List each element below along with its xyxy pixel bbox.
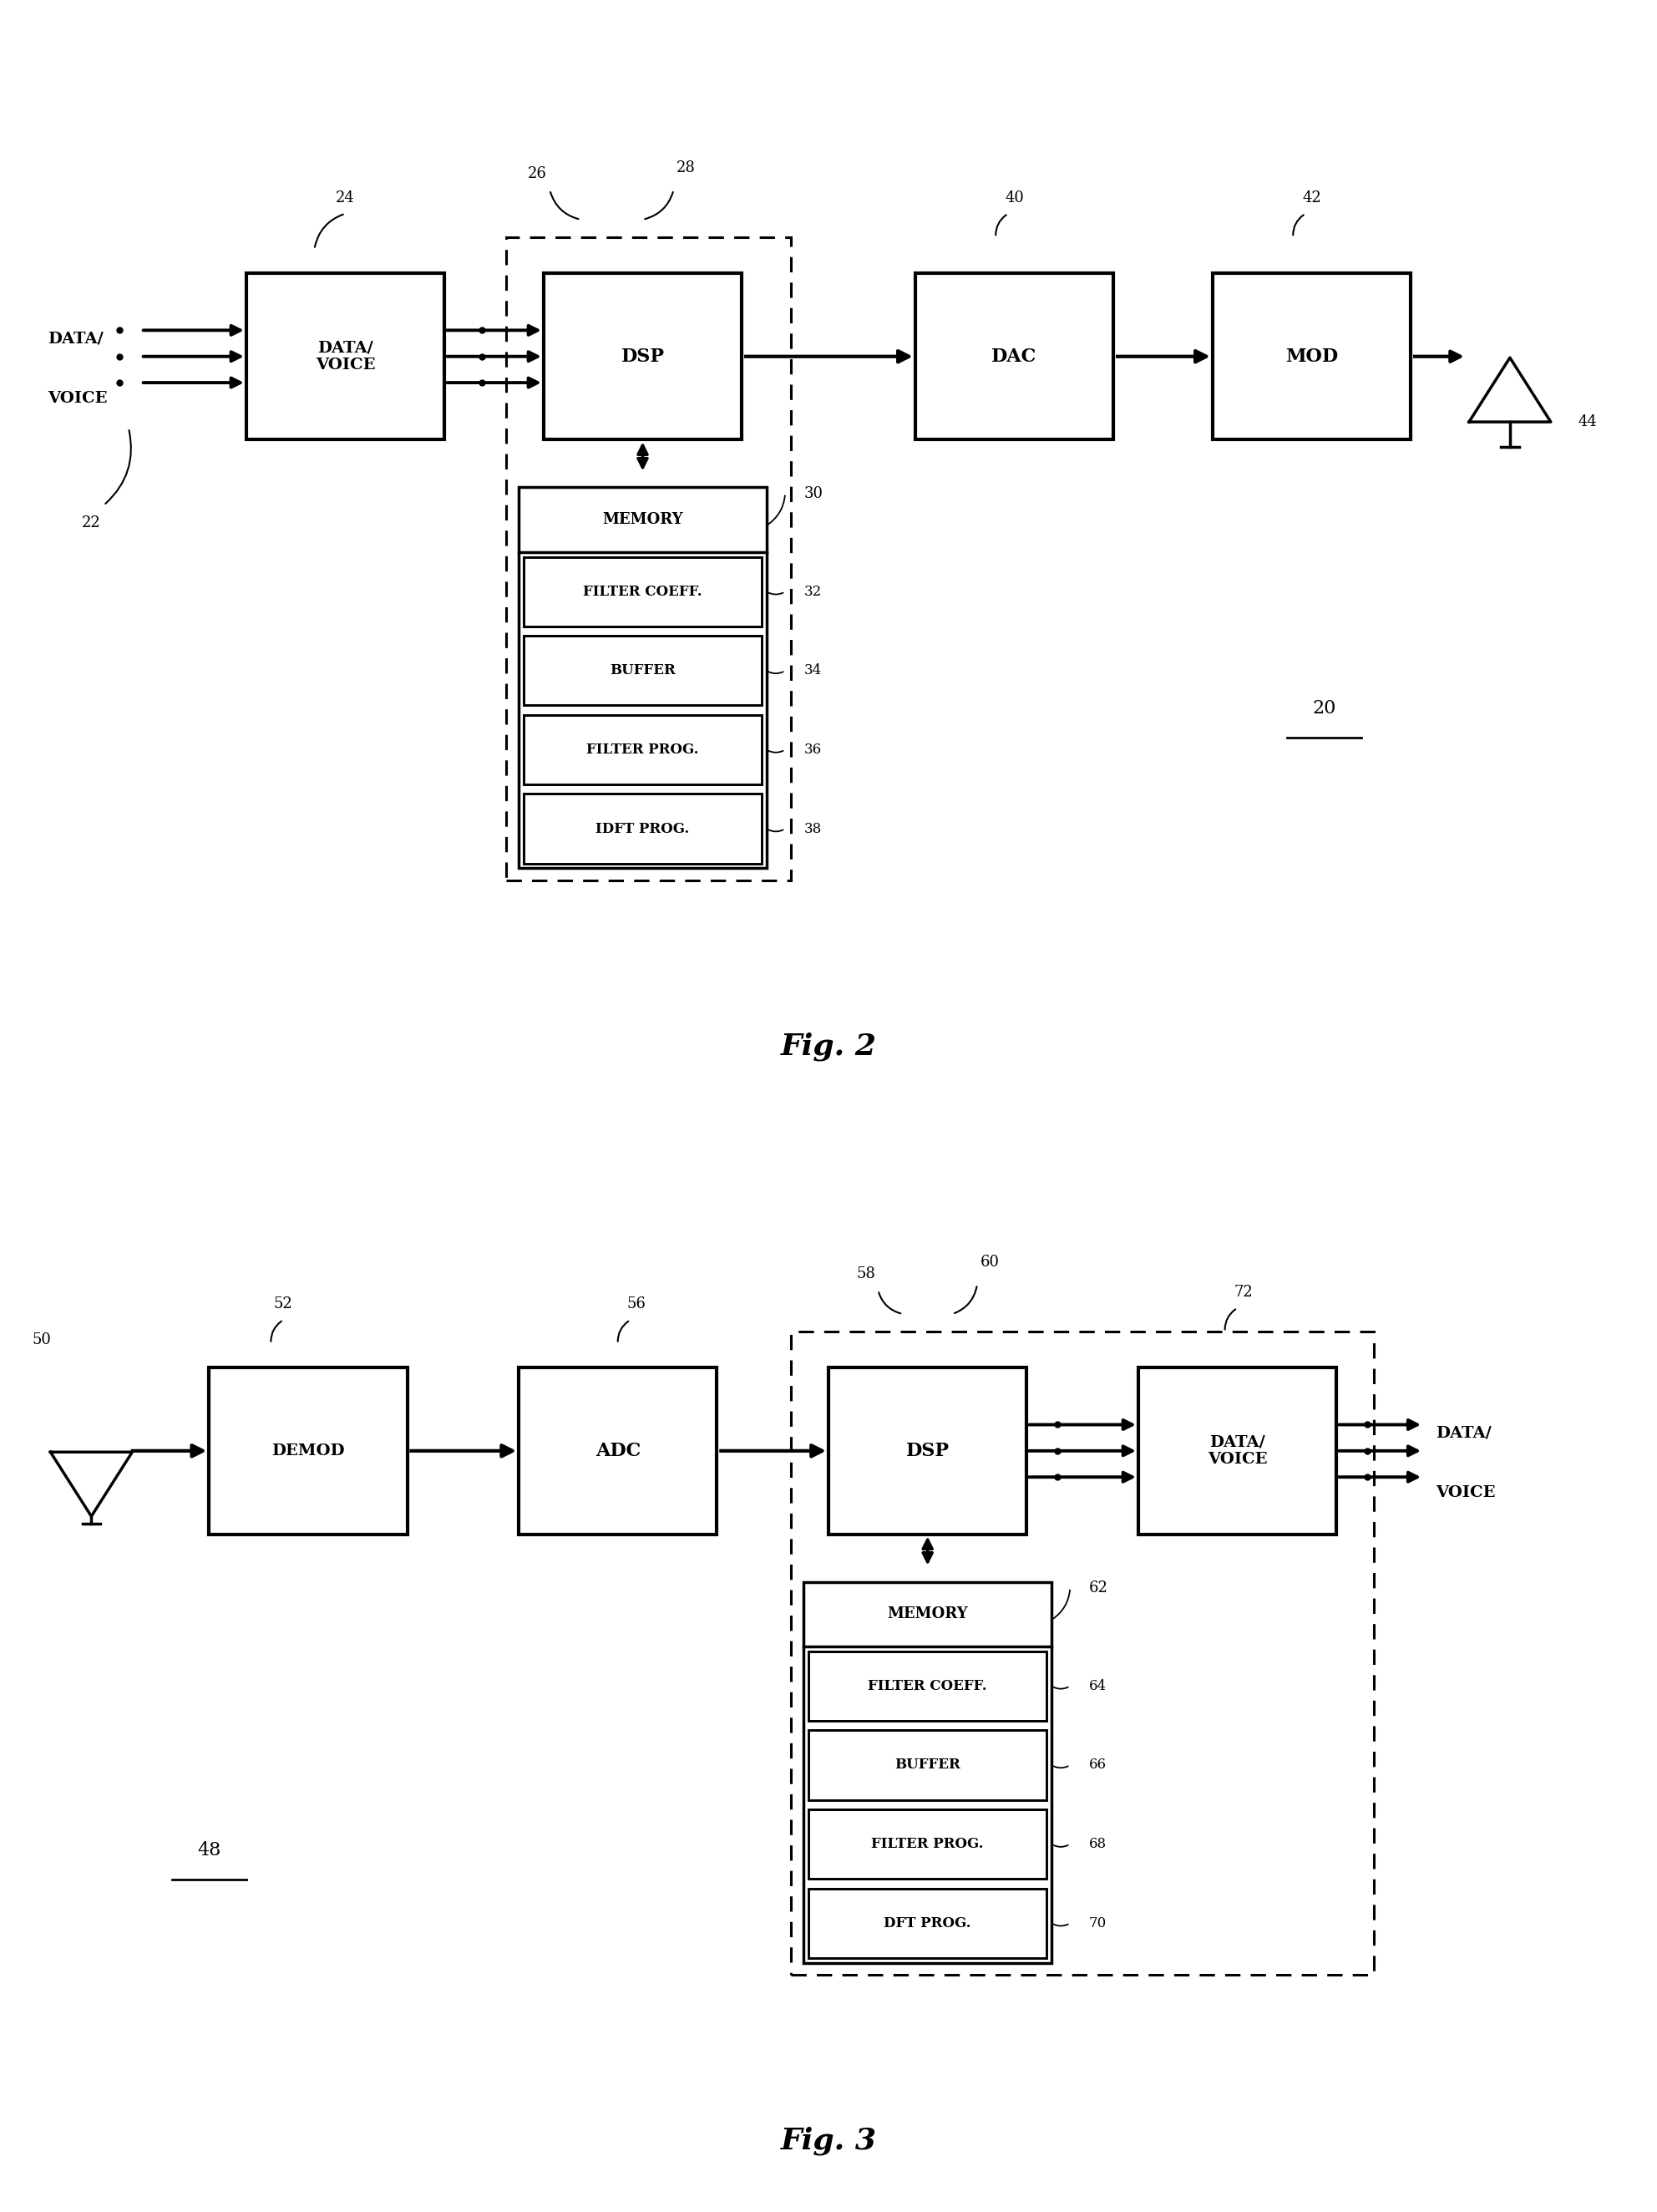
Text: Fig. 2: Fig. 2: [780, 1033, 877, 1062]
Text: FILTER COEFF.: FILTER COEFF.: [868, 1679, 988, 1692]
Text: DATA/: DATA/: [1435, 1425, 1491, 1440]
Text: VOICE: VOICE: [48, 392, 108, 405]
Text: DATA/: DATA/: [48, 332, 104, 345]
Bar: [524, 714, 762, 785]
Text: MEMORY: MEMORY: [601, 513, 683, 526]
Text: 56: 56: [626, 1296, 646, 1312]
Text: 22: 22: [81, 515, 101, 531]
Text: 72: 72: [1234, 1285, 1253, 1298]
Text: 30: 30: [804, 487, 824, 500]
Bar: [809, 1652, 1047, 1721]
Text: 44: 44: [1577, 414, 1597, 429]
Text: ADC: ADC: [595, 1442, 641, 1460]
Bar: [519, 1367, 717, 1535]
Bar: [1138, 1367, 1337, 1535]
Text: 64: 64: [1089, 1679, 1107, 1692]
Text: 34: 34: [804, 664, 822, 677]
Text: DSP: DSP: [906, 1442, 949, 1460]
Text: Fig. 3: Fig. 3: [780, 2126, 877, 2157]
Text: 50: 50: [31, 1332, 51, 1347]
Bar: [809, 1809, 1047, 1878]
Bar: [828, 1367, 1027, 1535]
Bar: [524, 557, 762, 626]
Text: DAC: DAC: [991, 347, 1037, 365]
Text: 28: 28: [676, 159, 696, 175]
Text: 20: 20: [1312, 699, 1336, 717]
Bar: [809, 1730, 1047, 1801]
Text: 48: 48: [197, 1840, 220, 1860]
Text: 26: 26: [529, 166, 547, 181]
Bar: [1213, 272, 1410, 440]
Text: FILTER COEFF.: FILTER COEFF.: [583, 584, 703, 599]
Text: DATA/
VOICE: DATA/ VOICE: [315, 341, 374, 372]
Bar: [524, 794, 762, 863]
Text: VOICE: VOICE: [1435, 1484, 1495, 1500]
Bar: [543, 272, 742, 440]
Text: 24: 24: [336, 190, 355, 206]
Text: 40: 40: [1004, 190, 1024, 206]
Bar: [792, 1332, 1374, 1975]
Text: BUFFER: BUFFER: [895, 1759, 961, 1772]
Bar: [519, 487, 767, 869]
Text: 70: 70: [1089, 1916, 1107, 1931]
Text: 60: 60: [979, 1254, 999, 1270]
Text: DEMOD: DEMOD: [272, 1444, 345, 1458]
Text: 52: 52: [273, 1296, 293, 1312]
Bar: [507, 237, 792, 880]
Bar: [809, 1889, 1047, 1958]
Text: MOD: MOD: [1286, 347, 1339, 365]
Bar: [804, 1582, 1052, 1962]
Bar: [915, 272, 1114, 440]
Text: IDFT PROG.: IDFT PROG.: [597, 821, 689, 836]
Bar: [247, 272, 444, 440]
Text: 38: 38: [804, 821, 822, 836]
Text: MEMORY: MEMORY: [886, 1606, 968, 1621]
Text: 58: 58: [857, 1267, 875, 1281]
Text: 66: 66: [1089, 1759, 1107, 1772]
Text: BUFFER: BUFFER: [610, 664, 676, 677]
Text: DSP: DSP: [621, 347, 664, 365]
Text: 42: 42: [1302, 190, 1321, 206]
Text: 36: 36: [804, 743, 822, 757]
Bar: [524, 635, 762, 706]
Text: 62: 62: [1089, 1579, 1109, 1595]
Text: DFT PROG.: DFT PROG.: [883, 1916, 971, 1931]
Text: 32: 32: [804, 584, 822, 599]
Text: 68: 68: [1089, 1836, 1107, 1851]
Text: FILTER PROG.: FILTER PROG.: [872, 1836, 984, 1851]
Text: DATA/
VOICE: DATA/ VOICE: [1208, 1436, 1268, 1467]
Bar: [209, 1367, 408, 1535]
Text: FILTER PROG.: FILTER PROG.: [587, 743, 699, 757]
